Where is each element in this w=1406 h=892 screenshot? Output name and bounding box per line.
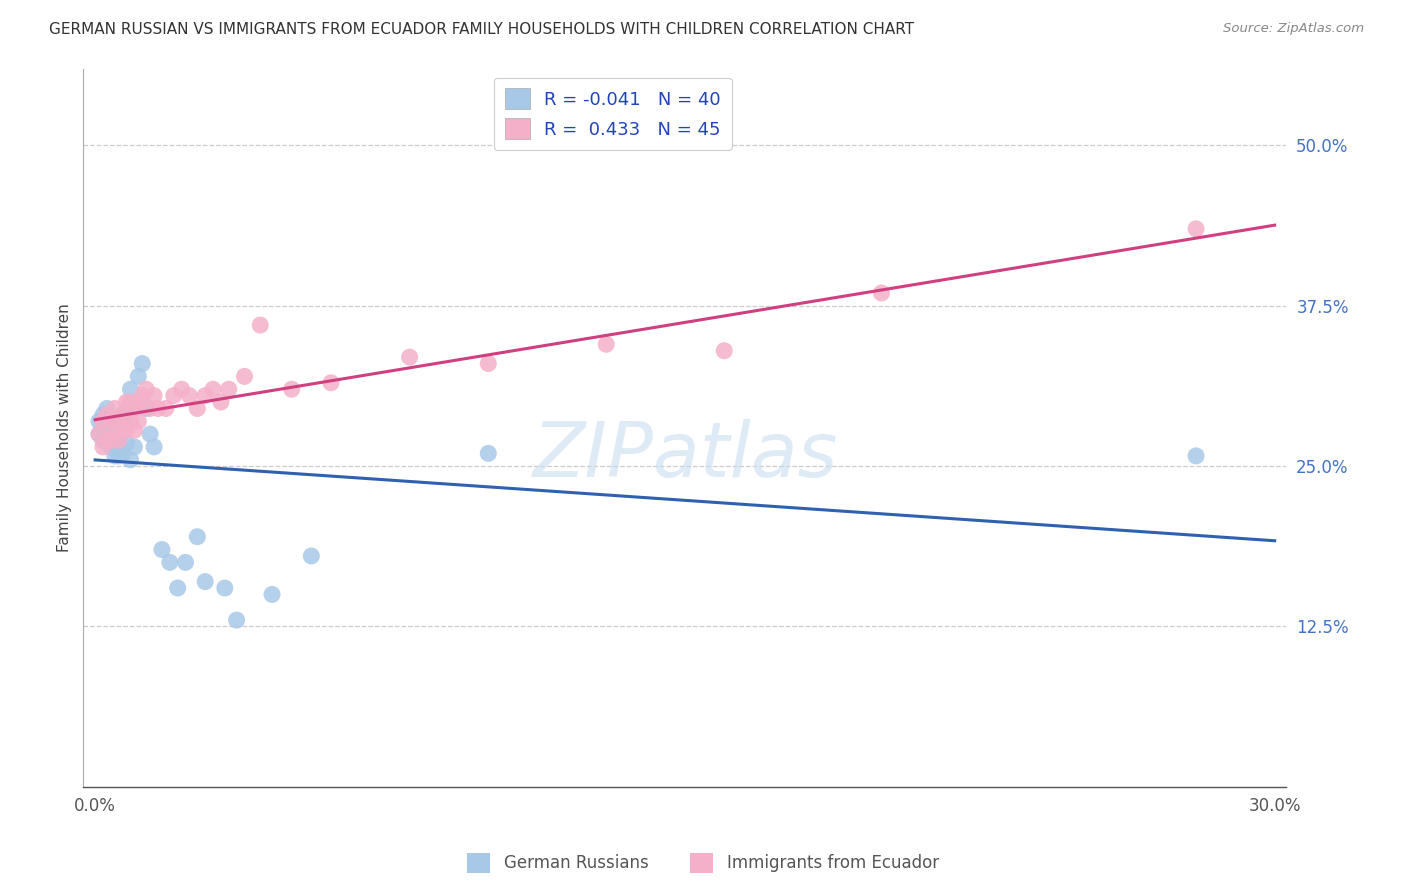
Point	[115, 395, 138, 409]
Point	[159, 555, 181, 569]
Point	[127, 369, 149, 384]
Point	[477, 446, 499, 460]
Point	[104, 401, 127, 416]
Point	[100, 427, 122, 442]
Point	[87, 414, 110, 428]
Point	[139, 427, 162, 442]
Point	[96, 414, 118, 428]
Text: GERMAN RUSSIAN VS IMMIGRANTS FROM ECUADOR FAMILY HOUSEHOLDS WITH CHILDREN CORREL: GERMAN RUSSIAN VS IMMIGRANTS FROM ECUADO…	[49, 22, 914, 37]
Point	[398, 350, 420, 364]
Point	[249, 318, 271, 332]
Point	[150, 542, 173, 557]
Point	[155, 401, 177, 416]
Point	[120, 452, 142, 467]
Point	[194, 389, 217, 403]
Point	[100, 414, 122, 428]
Point	[100, 414, 122, 428]
Point	[174, 555, 197, 569]
Point	[131, 389, 153, 403]
Point	[111, 446, 134, 460]
Point	[218, 382, 240, 396]
Point	[595, 337, 617, 351]
Point	[115, 408, 138, 422]
Legend: R = -0.041   N = 40, R =  0.433   N = 45: R = -0.041 N = 40, R = 0.433 N = 45	[494, 78, 731, 150]
Point	[1185, 222, 1208, 236]
Point	[280, 382, 302, 396]
Point	[107, 434, 129, 448]
Point	[91, 434, 114, 448]
Point	[104, 427, 127, 442]
Point	[120, 382, 142, 396]
Point	[299, 549, 322, 563]
Point	[163, 389, 186, 403]
Point	[104, 449, 127, 463]
Point	[111, 408, 134, 422]
Point	[139, 401, 162, 416]
Point	[120, 395, 142, 409]
Point	[124, 440, 146, 454]
Point	[1185, 449, 1208, 463]
Point	[225, 613, 247, 627]
Point	[111, 420, 134, 434]
Legend: German Russians, Immigrants from Ecuador: German Russians, Immigrants from Ecuador	[460, 847, 946, 880]
Point	[319, 376, 342, 390]
Point	[166, 581, 188, 595]
Point	[120, 414, 142, 428]
Point	[87, 427, 110, 442]
Point	[186, 401, 208, 416]
Point	[107, 414, 129, 428]
Point	[96, 408, 118, 422]
Point	[124, 423, 146, 437]
Point	[111, 408, 134, 422]
Point	[96, 434, 118, 448]
Point	[91, 408, 114, 422]
Point	[104, 436, 127, 450]
Point	[170, 382, 193, 396]
Point	[870, 285, 893, 300]
Point	[202, 382, 225, 396]
Point	[131, 357, 153, 371]
Point	[135, 382, 157, 396]
Point	[146, 401, 169, 416]
Point	[179, 389, 201, 403]
Point	[214, 581, 236, 595]
Point	[91, 440, 114, 454]
Point	[143, 389, 166, 403]
Point	[100, 440, 122, 454]
Y-axis label: Family Households with Children: Family Households with Children	[58, 303, 72, 552]
Point	[87, 427, 110, 442]
Point	[104, 420, 127, 434]
Point	[124, 401, 146, 416]
Point	[107, 436, 129, 450]
Point	[186, 530, 208, 544]
Text: Source: ZipAtlas.com: Source: ZipAtlas.com	[1223, 22, 1364, 36]
Point	[143, 440, 166, 454]
Point	[209, 395, 232, 409]
Point	[260, 587, 283, 601]
Point	[96, 434, 118, 448]
Text: ZIPatlas: ZIPatlas	[533, 419, 838, 493]
Point	[233, 369, 256, 384]
Point	[107, 449, 129, 463]
Point	[96, 401, 118, 416]
Point	[107, 414, 129, 428]
Point	[115, 423, 138, 437]
Point	[194, 574, 217, 589]
Point	[115, 436, 138, 450]
Point	[713, 343, 735, 358]
Point	[100, 434, 122, 448]
Point	[91, 414, 114, 428]
Point	[127, 414, 149, 428]
Point	[477, 357, 499, 371]
Point	[127, 395, 149, 409]
Point	[135, 401, 157, 416]
